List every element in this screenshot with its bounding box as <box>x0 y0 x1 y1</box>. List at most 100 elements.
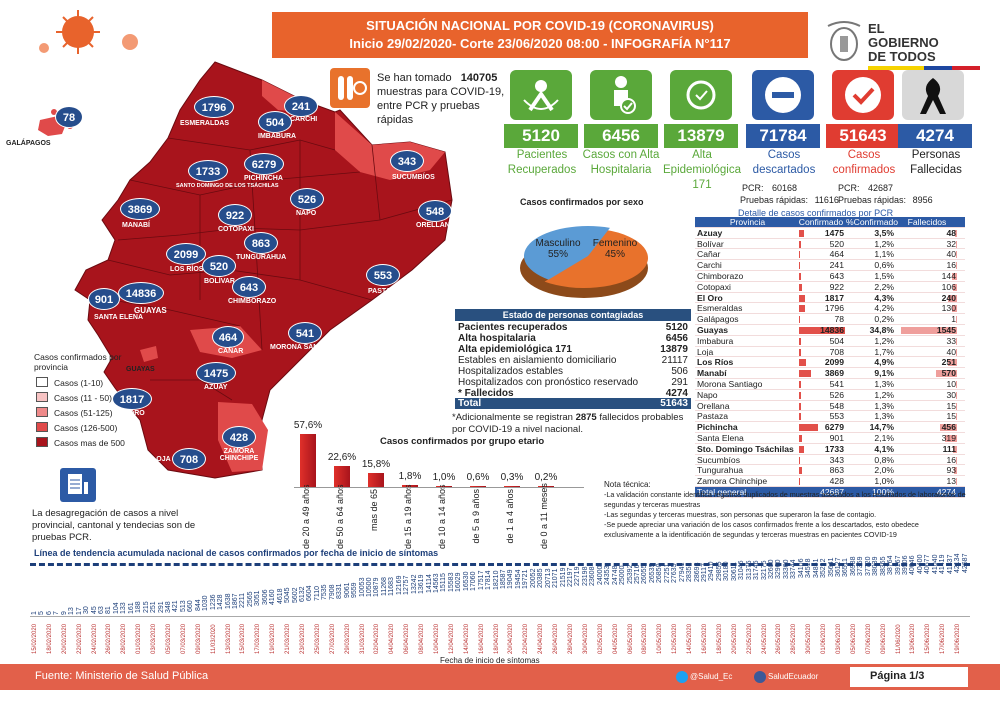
confirmed-bar <box>799 467 802 475</box>
age-chart-title: Casos confirmados por grupo etario <box>380 436 545 447</box>
row-province: Zamora Chinchipe <box>697 476 768 486</box>
trend-value: 17 <box>75 606 83 615</box>
row-deceased: 570 <box>898 368 958 378</box>
trend-value: 2211 <box>239 592 247 608</box>
row-percent: 4,1% <box>874 443 894 454</box>
trend-date: 01/06/2020 <box>821 623 828 654</box>
facebook-handle[interactable]: SaludEcuador <box>768 672 819 681</box>
facebook-icon[interactable] <box>754 671 766 683</box>
contagion-title: Estado de personas contagiadas <box>455 309 691 321</box>
trend-value: 20713 <box>544 568 552 588</box>
trend-value: 26535 <box>648 563 656 584</box>
trend-value: 19049 <box>507 569 515 590</box>
discarded-pcr: PCR: 60168 <box>742 183 798 193</box>
twitter-icon[interactable] <box>676 671 688 683</box>
age-bar-value: 0,2% <box>534 471 558 483</box>
deceased-bar <box>936 370 957 378</box>
trend-date: 04/05/2020 <box>612 623 619 654</box>
trend-date: 24/05/2020 <box>761 623 768 654</box>
government-logo: EL GOBIERNO DE TODOS <box>820 14 990 70</box>
badge-galapagos: 78 <box>55 106 83 128</box>
trend-value: 33360 <box>782 559 790 579</box>
trend-value: 18210 <box>492 570 500 590</box>
row-percent: 0,2% <box>874 314 894 325</box>
contagion-row: * Fallecidos 4274 <box>458 388 688 399</box>
trend-value: 188 <box>135 601 143 614</box>
deceased-bar <box>956 337 957 345</box>
trend-value: 37359 <box>857 556 865 577</box>
trend-value: 45 <box>90 606 98 615</box>
deceased-bar <box>956 456 957 464</box>
row-percent: 4,3% <box>874 292 894 303</box>
badge-carchi: 241 <box>284 95 318 117</box>
trend-value: 34518 <box>805 558 813 579</box>
label-galapagos: GALÁPAGOS <box>6 140 51 147</box>
row-deceased: 1545 <box>898 325 958 335</box>
trend-value: 844 <box>194 599 202 611</box>
row-percent: 1,1% <box>874 249 894 260</box>
page-number: Página 1/3 <box>870 670 925 682</box>
samples-prefix: Se han tomado <box>377 72 452 84</box>
kpi-label-epidemiological: Alta Epidemiológica 171 <box>663 149 741 191</box>
row-percent: 0,8% <box>874 454 894 465</box>
row-confirmed: 863 <box>798 465 846 475</box>
confirmed-icon-tile <box>832 70 894 120</box>
row-deceased: 15 <box>946 411 957 422</box>
trend-title: Línea de tendencia acumulada nacional de… <box>34 548 439 558</box>
twitter-handle[interactable]: @Salud_Ec <box>690 672 733 681</box>
contagion-total: Total 51643 <box>455 398 691 409</box>
age-bar-value: 15,8% <box>361 458 391 470</box>
trend-date: 18/04/2020 <box>493 623 500 654</box>
trend-value: 36127 <box>835 557 842 577</box>
row-percent: 1,5% <box>874 270 894 281</box>
trend-date: 22/05/2020 <box>746 623 753 654</box>
galapagos-channel <box>140 346 158 362</box>
badge-esmeraldas: 1796 <box>194 96 234 118</box>
row-confirmed: 548 <box>798 401 846 411</box>
badge-manabi: 3869 <box>120 198 160 220</box>
row-deceased: 10 <box>946 378 957 389</box>
age-category-label: de 50 a 64 años <box>335 484 345 549</box>
trend-value: 30180 <box>723 561 731 581</box>
sex-pie-chart <box>520 226 648 298</box>
prov-table-row: Chimborazo 643 1,5% 144 <box>695 271 965 282</box>
logo-text: EL GOBIERNO DE TODOS <box>868 21 939 64</box>
confirmed-bar <box>799 240 801 248</box>
trend-value: 9559 <box>351 582 359 598</box>
age-category-label: de 15 a 19 años <box>403 484 413 549</box>
row-confirmed: 6279 <box>798 422 846 432</box>
deceased-bar <box>956 316 957 324</box>
row-deceased: 15 <box>946 400 957 411</box>
row-province: Chimborazo <box>697 270 744 281</box>
row-deceased: 456 <box>940 422 957 433</box>
kpi-value-recovered: 5120 <box>504 124 578 148</box>
prov-table-row: Esmeraldas 1796 4,2% 130 <box>695 303 965 315</box>
trend-date: 02/05/2020 <box>597 623 604 654</box>
refresh-icon <box>686 80 716 110</box>
trend-value: 32175 <box>760 560 768 580</box>
row-confirmed: 1796 <box>798 303 846 313</box>
trend-value: 104 <box>112 602 120 614</box>
deceased-bar <box>956 380 957 388</box>
trend-date: 17/06/2020 <box>940 623 947 654</box>
confirmed-bar <box>799 391 801 399</box>
row-province: Bolívar <box>697 238 724 249</box>
trend-date: 06/05/2020 <box>627 623 634 654</box>
trend-value: 4618 <box>276 588 284 604</box>
trend-value: 9061 <box>343 582 351 599</box>
label-sucumbios: SUCUMBÍOS <box>392 174 435 181</box>
trend-value: 13 <box>68 606 76 615</box>
age-bar <box>300 434 316 487</box>
trend-value: 421 <box>172 600 180 613</box>
label-azuay: AZUAY <box>204 384 228 391</box>
trend-value: 10879 <box>373 577 381 597</box>
province-table: Provincia Confirmado %Confirmado Falleci… <box>695 217 965 498</box>
prov-table-row: Sto. Domingo Tsáchilas 1733 4,1% 111 <box>695 444 965 455</box>
trend-date: 20/05/2020 <box>731 623 738 654</box>
trend-value: 11683 <box>388 576 396 596</box>
prov-table-row: Carchi 241 0,6% 16 <box>695 260 965 271</box>
trend-value: 28693 <box>693 562 701 582</box>
trend-value: 513 <box>179 600 187 613</box>
row-confirmed: 343 <box>798 455 846 465</box>
discharge-icon <box>614 76 636 114</box>
